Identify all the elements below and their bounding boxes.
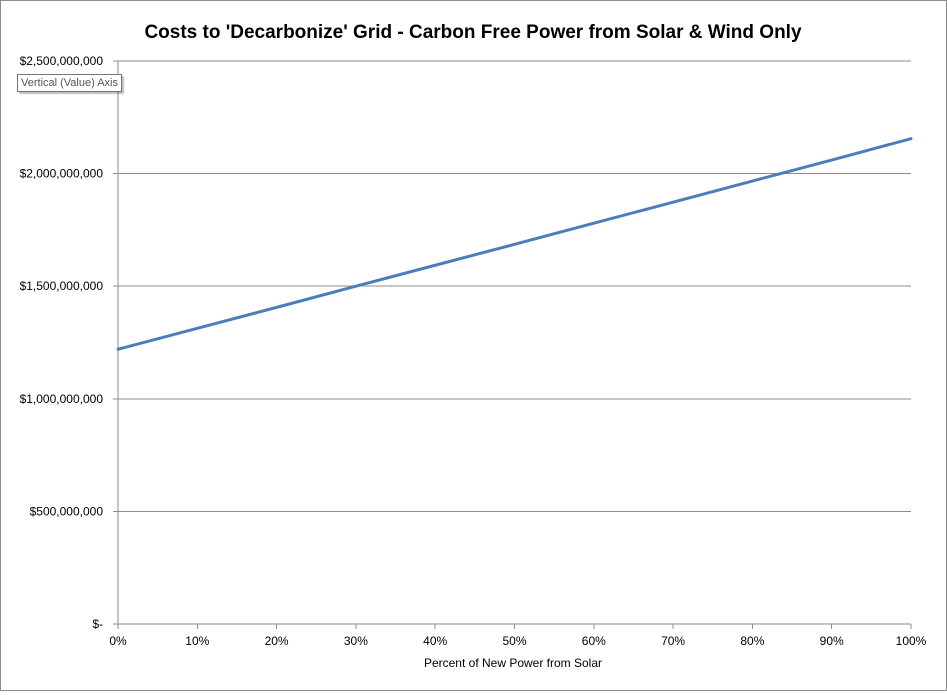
x-tick-label: 10%: [185, 634, 209, 648]
data-point[interactable]: [671, 200, 675, 204]
data-point[interactable]: [909, 137, 913, 141]
data-point[interactable]: [195, 326, 199, 330]
data-point[interactable]: [116, 347, 120, 351]
y-tick-label: $500,000,000: [30, 504, 104, 518]
series-group[interactable]: [116, 137, 913, 352]
data-point[interactable]: [592, 221, 596, 225]
axis-tooltip: Vertical (Value) Axis: [17, 74, 123, 92]
x-tick-label: 100%: [896, 634, 927, 648]
data-point[interactable]: [433, 263, 437, 267]
x-axis-title[interactable]: Percent of New Power from Solar: [424, 656, 602, 670]
x-tick-label: 40%: [423, 634, 447, 648]
y-tick-label: $1,500,000,000: [20, 279, 104, 293]
y-tick-label: $2,000,000,000: [20, 167, 104, 181]
horizontal-category-axis[interactable]: 0% 10% 20% 30% 40% 50% 60% 70% 80% 90% 100%: [109, 623, 927, 648]
data-point[interactable]: [354, 284, 358, 288]
x-tick-label: 0%: [109, 634, 127, 648]
chart-title[interactable]: Costs to 'Decarbonize' Grid - Carbon Fre…: [144, 22, 802, 43]
x-tick-label: 20%: [265, 634, 289, 648]
data-point[interactable]: [513, 242, 517, 246]
x-tick-label: 60%: [582, 634, 606, 648]
x-tick-label: 80%: [740, 634, 764, 648]
vertical-value-axis[interactable]: $- $500,000,000 $1,000,000,000 $1,500,000,0…: [20, 54, 119, 631]
y-tick-label: $2,500,000,000: [20, 54, 104, 68]
data-point[interactable]: [750, 179, 754, 183]
x-tick-label: 50%: [502, 634, 526, 648]
data-point[interactable]: [830, 158, 834, 162]
y-tick-label: $1,000,000,000: [20, 392, 104, 406]
y-tick-label: $-: [92, 617, 103, 631]
x-tick-label: 70%: [661, 634, 685, 648]
gridlines: [118, 60, 911, 512]
x-tick-label: 90%: [820, 634, 844, 648]
data-point[interactable]: [275, 305, 279, 309]
series-line[interactable]: [116, 137, 913, 351]
x-tick-label: 30%: [344, 634, 368, 648]
